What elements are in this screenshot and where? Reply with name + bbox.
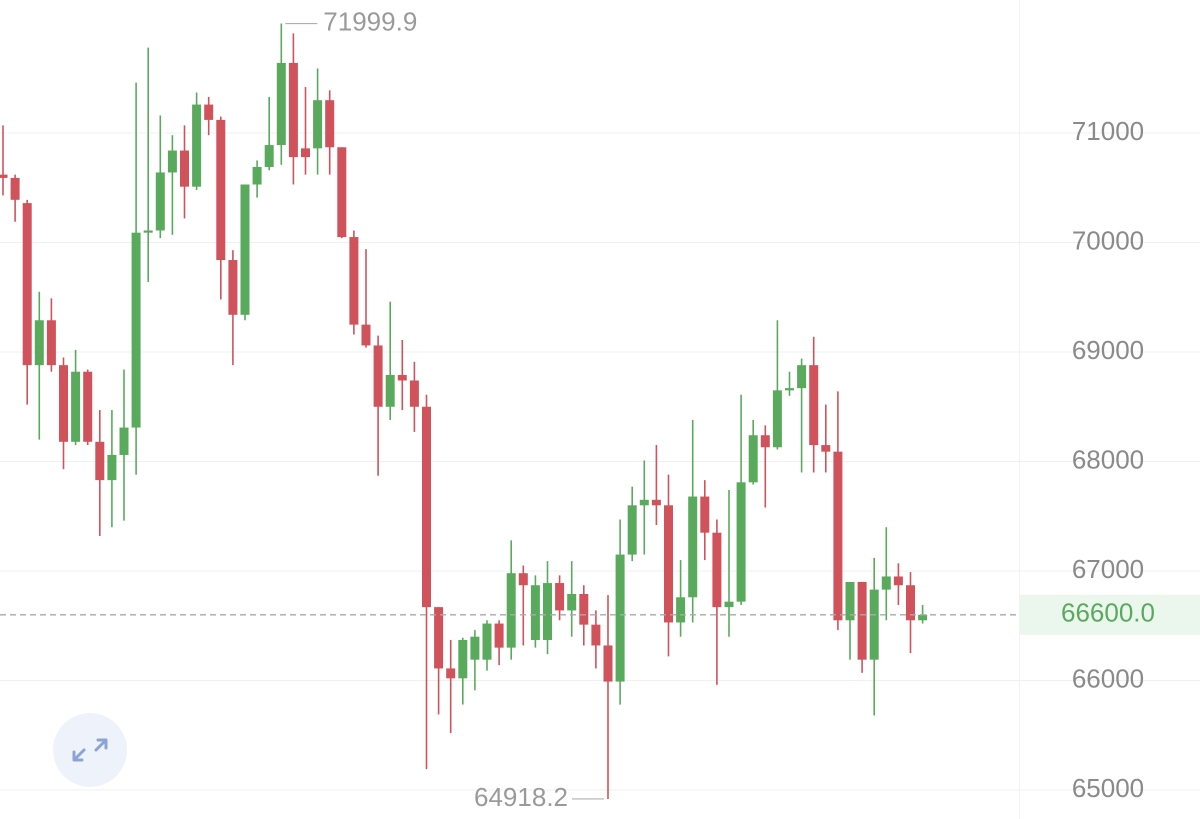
candle-body bbox=[603, 645, 613, 682]
candle-body bbox=[845, 581, 855, 621]
candle-body bbox=[567, 593, 577, 611]
candle-body bbox=[95, 441, 105, 481]
candle-body bbox=[494, 623, 504, 648]
candle-body bbox=[760, 435, 770, 448]
last-price-box bbox=[1020, 594, 1200, 635]
candle-body bbox=[615, 554, 625, 682]
candle-body bbox=[651, 499, 661, 506]
candle-body bbox=[59, 365, 68, 442]
candle-body bbox=[397, 375, 407, 381]
candle-body bbox=[797, 365, 807, 389]
axis-divider bbox=[1019, 0, 1020, 819]
candle-body bbox=[639, 499, 649, 506]
candle-body bbox=[833, 451, 843, 621]
high-label: 71999.9 bbox=[323, 6, 417, 36]
candle-body bbox=[83, 371, 93, 442]
candle-body bbox=[131, 232, 141, 428]
candle-body bbox=[530, 585, 540, 640]
candle-body bbox=[22, 203, 32, 366]
candle-body bbox=[361, 324, 371, 346]
candle-body bbox=[579, 593, 589, 625]
expand-button[interactable] bbox=[53, 713, 127, 787]
candle-body bbox=[71, 371, 81, 442]
candle-body bbox=[34, 320, 44, 366]
y-tick-label: 65000 bbox=[1072, 773, 1144, 803]
candle-body bbox=[192, 104, 202, 187]
candle-body bbox=[821, 445, 831, 452]
candle-body bbox=[276, 62, 286, 146]
candle-body bbox=[664, 505, 673, 623]
y-tick-label: 68000 bbox=[1072, 444, 1144, 474]
candle-body bbox=[301, 148, 310, 158]
y-tick-label: 71000 bbox=[1072, 116, 1144, 146]
candle-body bbox=[555, 583, 565, 611]
candle-body bbox=[518, 573, 528, 586]
candle-body bbox=[712, 532, 722, 608]
y-tick-label: 69000 bbox=[1072, 335, 1144, 365]
candle-body bbox=[167, 150, 177, 173]
candle-body bbox=[264, 145, 274, 167]
candle-body bbox=[228, 260, 238, 315]
candle-body bbox=[700, 496, 710, 533]
candle-body bbox=[107, 454, 117, 481]
candle-body bbox=[772, 390, 782, 448]
candle-body bbox=[688, 496, 698, 598]
candle-body bbox=[591, 624, 601, 646]
y-tick-label: 70000 bbox=[1072, 225, 1144, 255]
candle-body bbox=[337, 147, 347, 238]
candle-body bbox=[857, 581, 867, 660]
candle-body bbox=[180, 150, 189, 187]
candle-body bbox=[240, 184, 250, 315]
candle-body bbox=[422, 406, 431, 608]
candle-body bbox=[46, 320, 56, 366]
candle-body bbox=[216, 119, 226, 261]
candle-body bbox=[434, 607, 444, 669]
last-price-label: 66600.0 bbox=[1061, 598, 1155, 628]
low-label: 64918.2 bbox=[474, 782, 568, 812]
y-tick-label: 66000 bbox=[1072, 663, 1144, 693]
candle-body bbox=[313, 100, 323, 149]
candle-body bbox=[881, 576, 891, 590]
candle-body bbox=[385, 375, 395, 407]
candle-body bbox=[543, 583, 552, 640]
candle-body bbox=[349, 237, 359, 325]
candle-body bbox=[143, 230, 153, 233]
candle-body bbox=[0, 174, 8, 178]
candle-body bbox=[869, 589, 879, 660]
candle-body bbox=[373, 345, 383, 407]
candle-body bbox=[748, 435, 758, 483]
y-tick-label: 67000 bbox=[1072, 554, 1144, 584]
candle-body bbox=[918, 614, 928, 621]
candle-body bbox=[446, 668, 456, 679]
candle-body bbox=[506, 573, 516, 648]
candle-body bbox=[785, 388, 794, 391]
candle-body bbox=[252, 166, 262, 185]
candle-body bbox=[906, 585, 915, 621]
candle-body bbox=[724, 601, 734, 608]
candle-body bbox=[204, 104, 214, 120]
candle-body bbox=[325, 100, 335, 148]
candle-body bbox=[470, 636, 480, 660]
candle-body bbox=[893, 576, 903, 586]
candle-body bbox=[458, 639, 468, 679]
expand-button-bg[interactable] bbox=[53, 713, 127, 787]
candle-body bbox=[409, 380, 419, 407]
candle-body bbox=[119, 427, 129, 455]
candle-body bbox=[10, 177, 20, 200]
expand-icon[interactable] bbox=[72, 738, 108, 762]
candle-body bbox=[627, 505, 637, 555]
candle-body bbox=[736, 482, 746, 602]
candle-body bbox=[809, 365, 819, 446]
candle-body bbox=[155, 172, 165, 231]
candle-body bbox=[288, 62, 298, 158]
candle-body bbox=[676, 597, 686, 623]
candle-body bbox=[482, 623, 492, 660]
